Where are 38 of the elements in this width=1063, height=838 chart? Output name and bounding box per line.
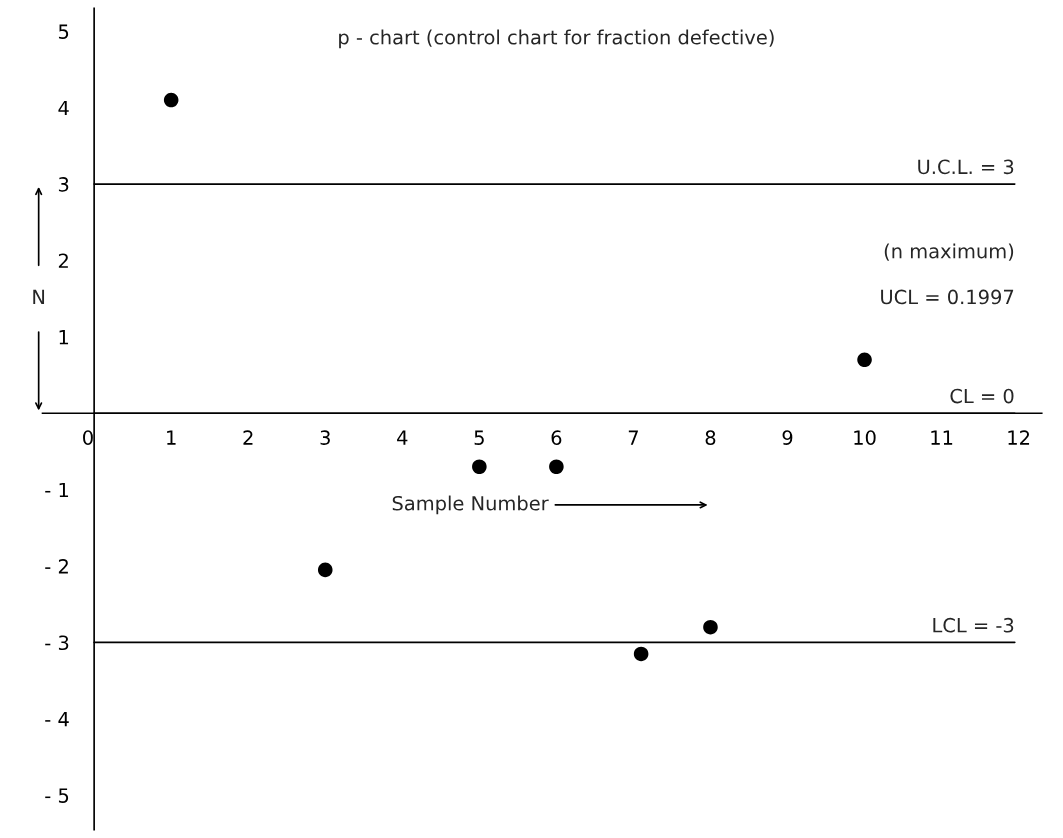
y-tick-label: - 2 xyxy=(45,559,68,574)
text: p - chart (control chart for fraction defective) xyxy=(339,29,774,49)
annotation: (n maximum) xyxy=(884,243,1014,261)
x-tick-label: 4 xyxy=(397,430,408,445)
y-tick-label: - 3 xyxy=(45,635,69,651)
ref-line-label: CL = 0 xyxy=(950,388,1014,404)
y-tick-label: - 1 xyxy=(45,482,69,498)
y-tick-label: - 4 xyxy=(45,712,69,727)
x-tick-label: 11 xyxy=(931,430,953,445)
x-tick-label: 3 xyxy=(320,430,330,445)
y-tick-label: 1 xyxy=(59,330,69,345)
annotation: UCL = 0.1997 xyxy=(881,289,1014,305)
x-tick-label: 2 xyxy=(243,430,253,445)
x-tick-label: 1 xyxy=(167,430,176,445)
y-tick-label: 3 xyxy=(58,177,69,192)
ref-line-label: LCL = -3 xyxy=(933,617,1014,633)
point xyxy=(633,646,649,662)
x-tick-label: 12 xyxy=(1008,430,1030,445)
x-tick-label: 7 xyxy=(628,430,638,445)
x-tick-label: 5 xyxy=(474,430,484,445)
point xyxy=(472,459,487,475)
point xyxy=(163,92,179,108)
point xyxy=(549,459,564,475)
x-tick-label: 6 xyxy=(551,430,562,445)
y-tick-label: 5 xyxy=(58,24,69,39)
x-tick-label: 8 xyxy=(705,430,716,445)
point xyxy=(317,562,333,578)
y-axis-title: N xyxy=(33,289,45,305)
y-tick-label: - 5 xyxy=(45,788,69,803)
point xyxy=(703,619,718,635)
x-tick-label: 10 xyxy=(854,430,876,445)
point xyxy=(857,352,872,368)
x-tick-label: 9 xyxy=(782,430,793,445)
ref-line-label: U.C.L. = 3 xyxy=(918,159,1014,175)
x-tick-label: 0 xyxy=(83,430,93,445)
x-axis-title: Sample Number xyxy=(392,495,549,515)
y-tick-label: 2 xyxy=(58,253,68,268)
y-tick-label: 4 xyxy=(58,100,69,116)
